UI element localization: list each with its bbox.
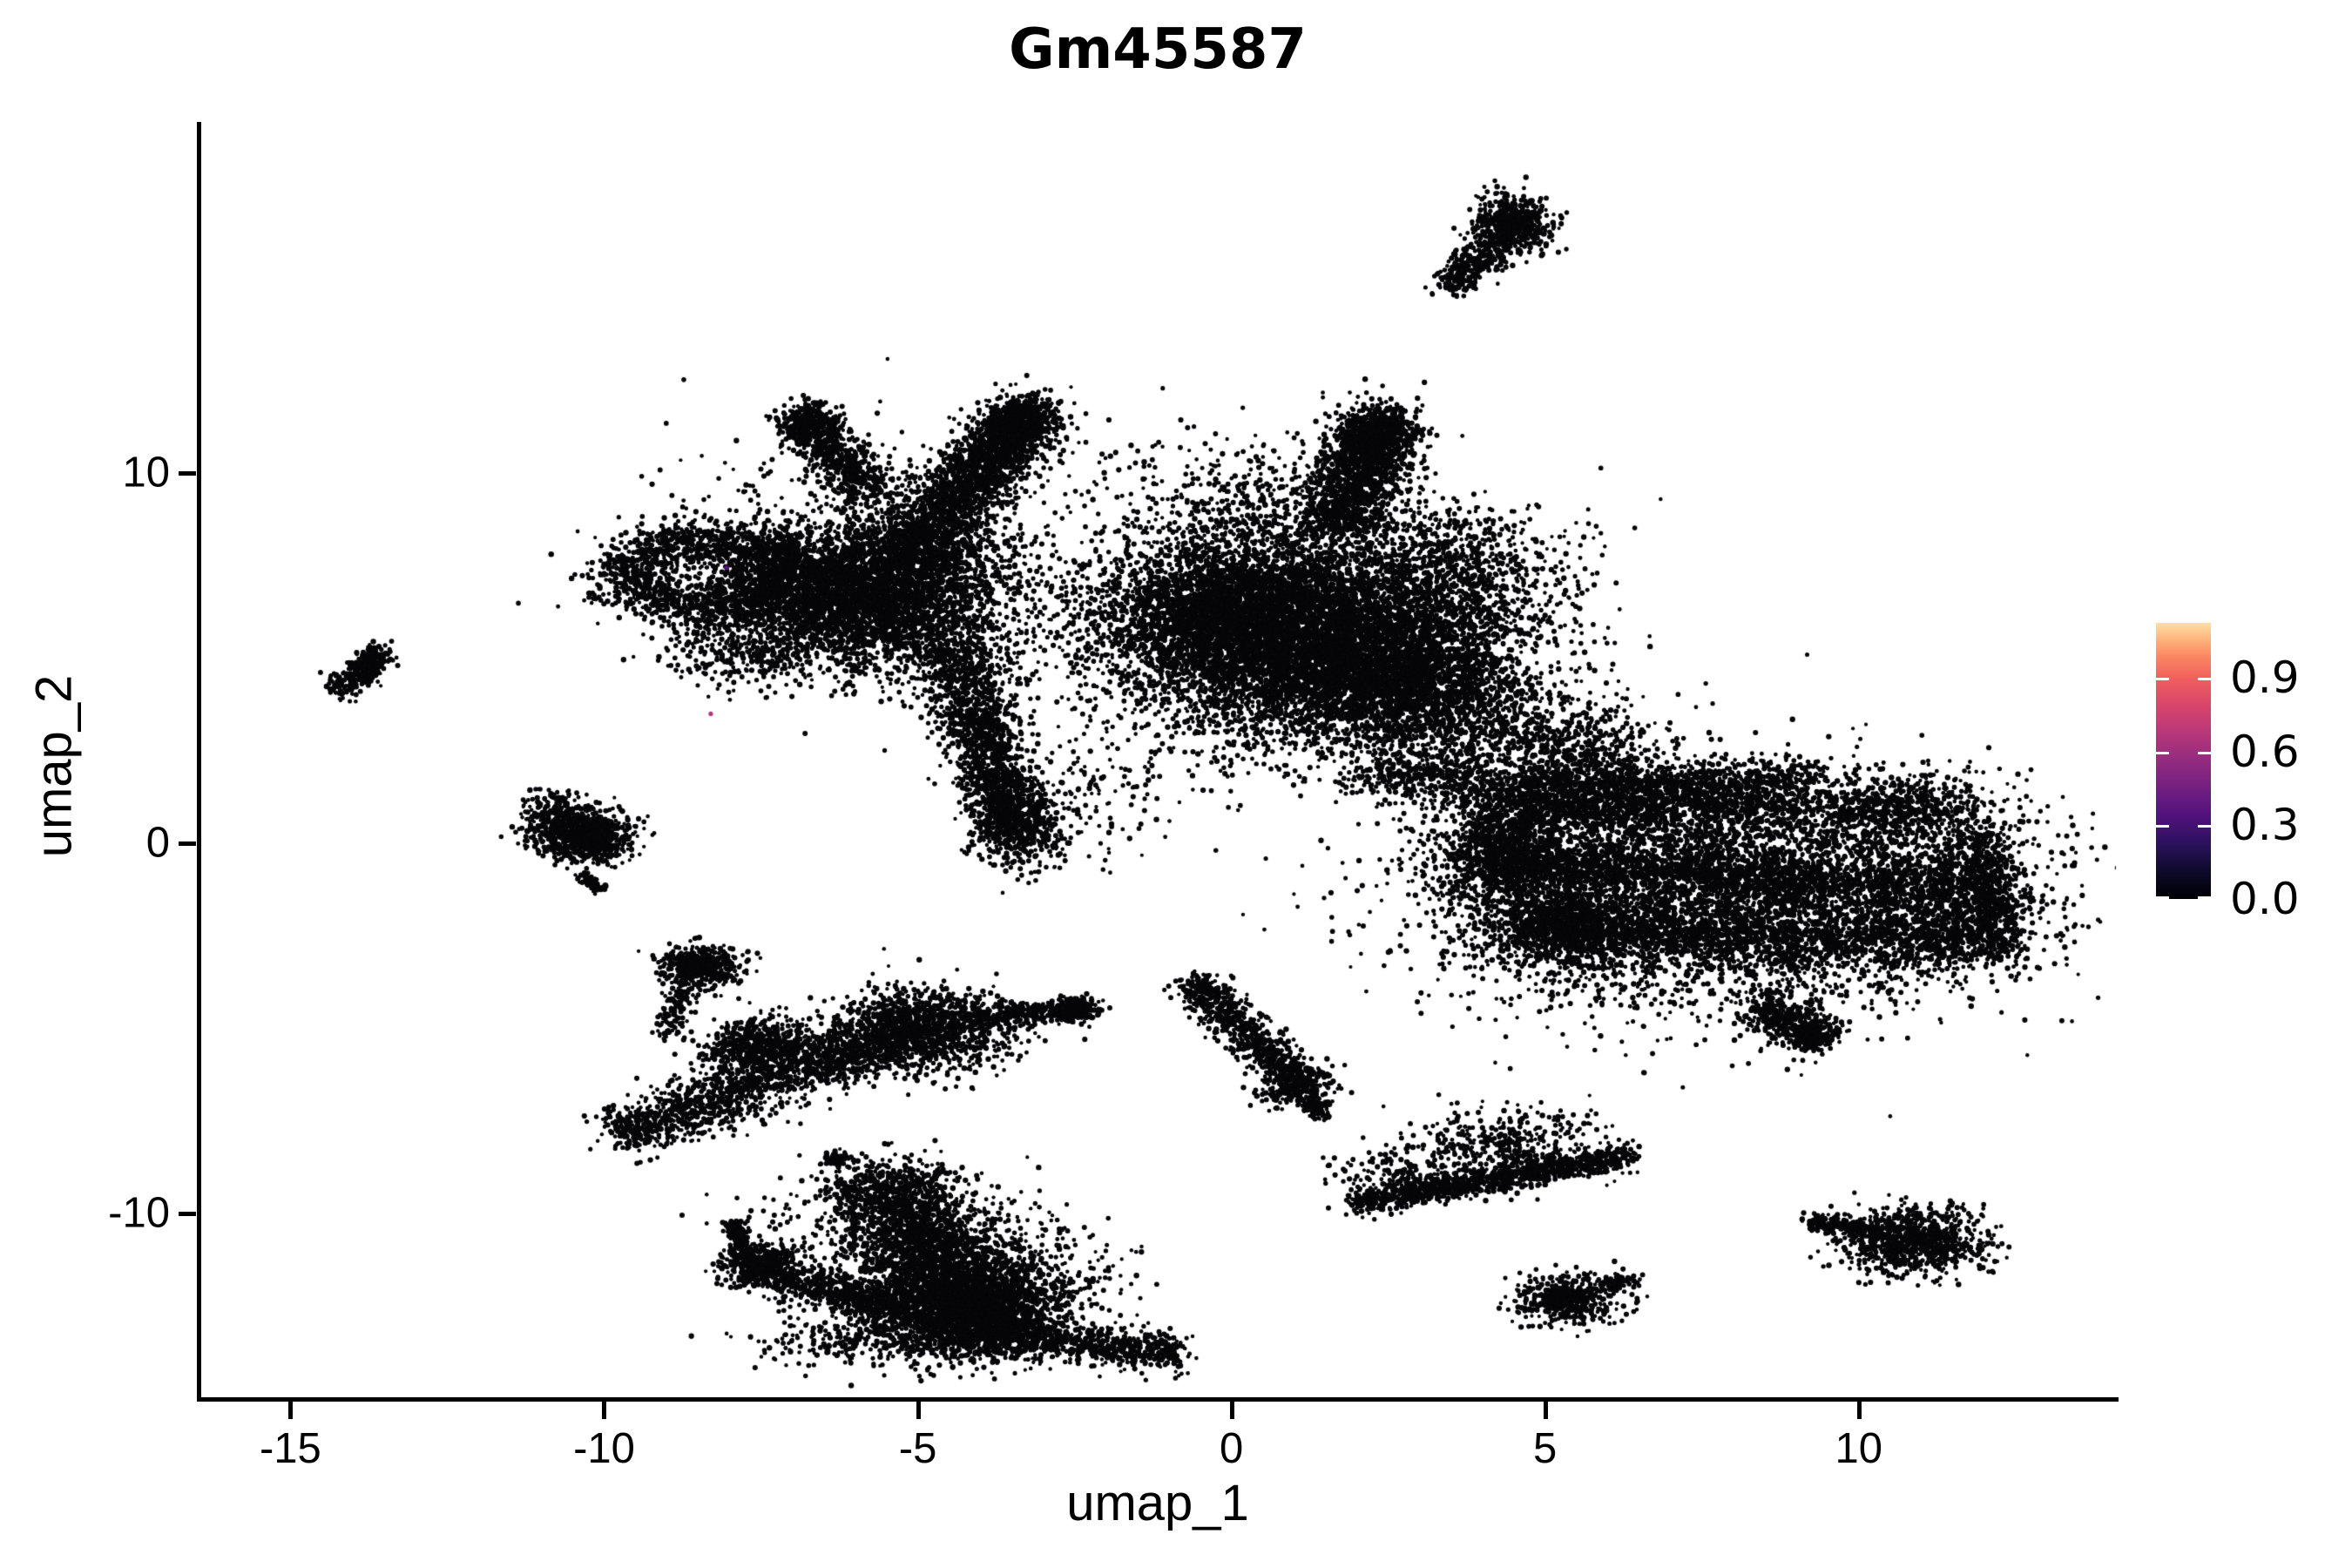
colorbar-tick-dash: [2156, 896, 2169, 899]
colorbar-tick-dash: [2198, 825, 2211, 828]
x-tick-mark: [916, 1402, 921, 1419]
x-tick-mark: [602, 1402, 607, 1419]
x-tick-label: 0: [1219, 1425, 1244, 1472]
y-tick-mark: [179, 841, 196, 847]
plot-title: Gm45587: [1009, 17, 1307, 82]
colorbar-tick-dash: [2156, 825, 2169, 828]
x-tick-mark: [1543, 1402, 1548, 1419]
x-axis-title: umap_1: [1066, 1475, 1249, 1531]
colorbar-tick-label: 0.3: [2230, 800, 2300, 851]
colorbar-tick-dash: [2198, 751, 2211, 754]
colorbar-tick-dash: [2156, 677, 2169, 680]
x-tick-mark: [1856, 1402, 1862, 1419]
colorbar-tick-label: 0.6: [2230, 726, 2300, 777]
colorbar-tick-dash: [2198, 677, 2211, 680]
y-tick-label: 0: [145, 819, 170, 867]
x-tick-label: -15: [259, 1425, 321, 1472]
x-tick-mark: [1229, 1402, 1234, 1419]
x-axis-line: [197, 1397, 2119, 1402]
colorbar-gradient: [2156, 623, 2211, 899]
x-tick-label: -10: [573, 1425, 635, 1472]
y-tick-mark: [179, 1211, 196, 1216]
y-tick-label: -10: [108, 1189, 170, 1237]
colorbar-tick-label: 0.9: [2230, 652, 2300, 703]
y-tick-label: 10: [122, 449, 170, 497]
x-tick-label: 5: [1533, 1425, 1558, 1472]
y-axis-title: umap_2: [25, 674, 83, 858]
colorbar-tick-dash: [2156, 751, 2169, 754]
y-tick-mark: [179, 471, 196, 476]
x-tick-mark: [288, 1402, 294, 1419]
colorbar-tick-label: 0.0: [2230, 874, 2300, 924]
x-tick-label: 10: [1835, 1425, 1882, 1472]
y-axis-line: [197, 122, 201, 1402]
x-tick-label: -5: [898, 1425, 937, 1472]
colorbar-tick-dash: [2198, 896, 2211, 899]
